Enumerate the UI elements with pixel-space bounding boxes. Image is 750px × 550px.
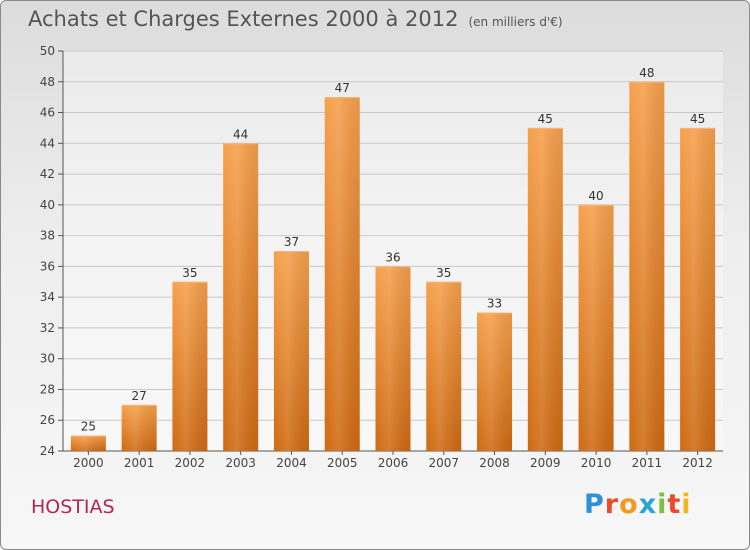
bar-shading — [70, 435, 106, 451]
y-tick-label: 48 — [40, 75, 55, 89]
x-tick-label: 2012 — [682, 456, 713, 470]
data-label: 25 — [81, 420, 96, 434]
y-tick-label: 42 — [40, 167, 55, 181]
commune-name: HOSTIAS — [31, 496, 115, 518]
y-tick-label: 30 — [40, 352, 55, 366]
logo-letter: P — [584, 489, 605, 520]
x-tick-label: 2005 — [327, 456, 358, 470]
x-tick-label: 2001 — [124, 456, 155, 470]
data-label: 48 — [639, 66, 654, 80]
data-label: 40 — [588, 189, 603, 203]
y-tick-label: 28 — [40, 382, 55, 396]
x-tick-label: 2011 — [632, 456, 663, 470]
bar-shading — [223, 143, 259, 452]
bar-shading — [477, 312, 513, 451]
data-label: 45 — [538, 112, 553, 126]
bar-shading — [121, 404, 157, 451]
y-tick-label: 34 — [40, 290, 55, 304]
chart-unit: (en milliers d'€) — [468, 15, 563, 29]
data-label: 37 — [284, 235, 299, 249]
bar-shading — [172, 281, 208, 451]
x-tick-label: 2002 — [175, 456, 206, 470]
chart-title-text: Achats et Charges Externes 2000 à 2012 — [28, 7, 459, 31]
x-tick-label: 2003 — [225, 456, 256, 470]
chart-title: Achats et Charges Externes 2000 à 2012 (e… — [28, 7, 563, 31]
data-label: 33 — [487, 297, 502, 311]
data-label: 27 — [132, 389, 147, 403]
y-tick-label: 26 — [40, 413, 55, 427]
logo-letter: i — [681, 489, 692, 520]
bar-shading — [273, 251, 309, 451]
y-tick-label: 32 — [40, 321, 55, 335]
x-tick-label: 2010 — [581, 456, 612, 470]
y-tick-label: 40 — [40, 198, 55, 212]
y-tick-label: 44 — [40, 136, 55, 150]
x-tick-label: 2000 — [73, 456, 104, 470]
bar-shading — [527, 127, 563, 451]
bar-shading — [324, 97, 360, 452]
x-tick-label: 2006 — [378, 456, 409, 470]
data-label: 45 — [690, 112, 705, 126]
data-label: 35 — [182, 266, 197, 280]
y-tick-label: 24 — [40, 444, 55, 458]
logo-letter: o — [619, 489, 639, 520]
data-label: 35 — [436, 266, 451, 280]
proxiti-logo: Proxiti — [584, 489, 692, 520]
logo-letter: r — [604, 489, 620, 520]
x-tick-label: 2009 — [530, 456, 561, 470]
bar-shading — [375, 266, 411, 451]
data-label: 36 — [385, 250, 400, 264]
y-tick-label: 50 — [40, 44, 55, 58]
x-tick-label: 2007 — [428, 456, 459, 470]
data-labels: 25 27 35 44 37 47 36 35 33 45 40 48 45 — [81, 66, 706, 434]
bars — [70, 81, 716, 452]
y-tick-label: 38 — [40, 229, 55, 243]
x-tick-label: 2004 — [276, 456, 307, 470]
logo-letter: i — [657, 489, 668, 520]
x-tick-label: 2008 — [479, 456, 510, 470]
data-label: 44 — [233, 127, 248, 141]
bar-shading — [629, 81, 665, 452]
y-tick-label: 46 — [40, 106, 55, 120]
data-label: 47 — [335, 81, 350, 95]
logo-letter: t — [667, 489, 682, 520]
bar-shading — [578, 204, 614, 451]
bar-shading — [426, 281, 462, 451]
logo-letter: x — [638, 489, 658, 520]
y-tick-label: 36 — [40, 259, 55, 273]
bar-shading — [680, 127, 716, 451]
